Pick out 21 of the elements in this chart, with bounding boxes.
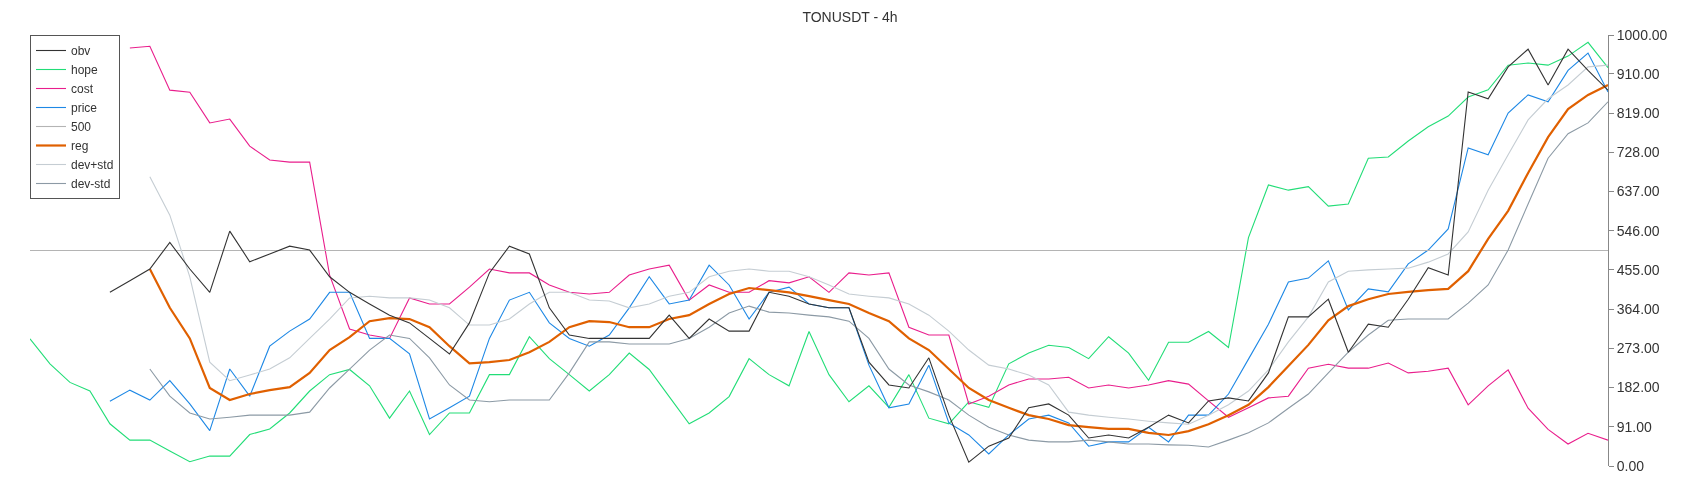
y-tick-label: 364.00	[1616, 301, 1660, 318]
chart-title: TONUSDT - 4h	[802, 9, 898, 26]
y-tick-label: 1000.00	[1616, 26, 1668, 43]
y-tick-label: 91.00	[1616, 418, 1653, 435]
y-tick-label: 273.00	[1616, 340, 1660, 357]
y-tick-label: 728.00	[1616, 144, 1660, 161]
legend-label: dev+std	[71, 158, 114, 173]
y-tick-label: 546.00	[1616, 222, 1660, 239]
legend-label: cost	[71, 82, 94, 97]
y-tick-label: 910.00	[1616, 65, 1660, 82]
legend-label: hope	[71, 63, 99, 78]
y-tick-label: 0.00	[1616, 457, 1645, 474]
y-tick-label: 819.00	[1616, 104, 1660, 121]
legend-label: dev-std	[71, 177, 111, 192]
y-tick-label: 182.00	[1616, 379, 1660, 396]
legend-label: obv	[71, 44, 91, 59]
y-tick-label: 455.00	[1616, 261, 1660, 278]
legend-label: price	[71, 101, 98, 116]
legend-label: reg	[71, 139, 89, 154]
y-tick-label: 637.00	[1616, 183, 1660, 200]
legend-label: 500	[71, 120, 92, 135]
